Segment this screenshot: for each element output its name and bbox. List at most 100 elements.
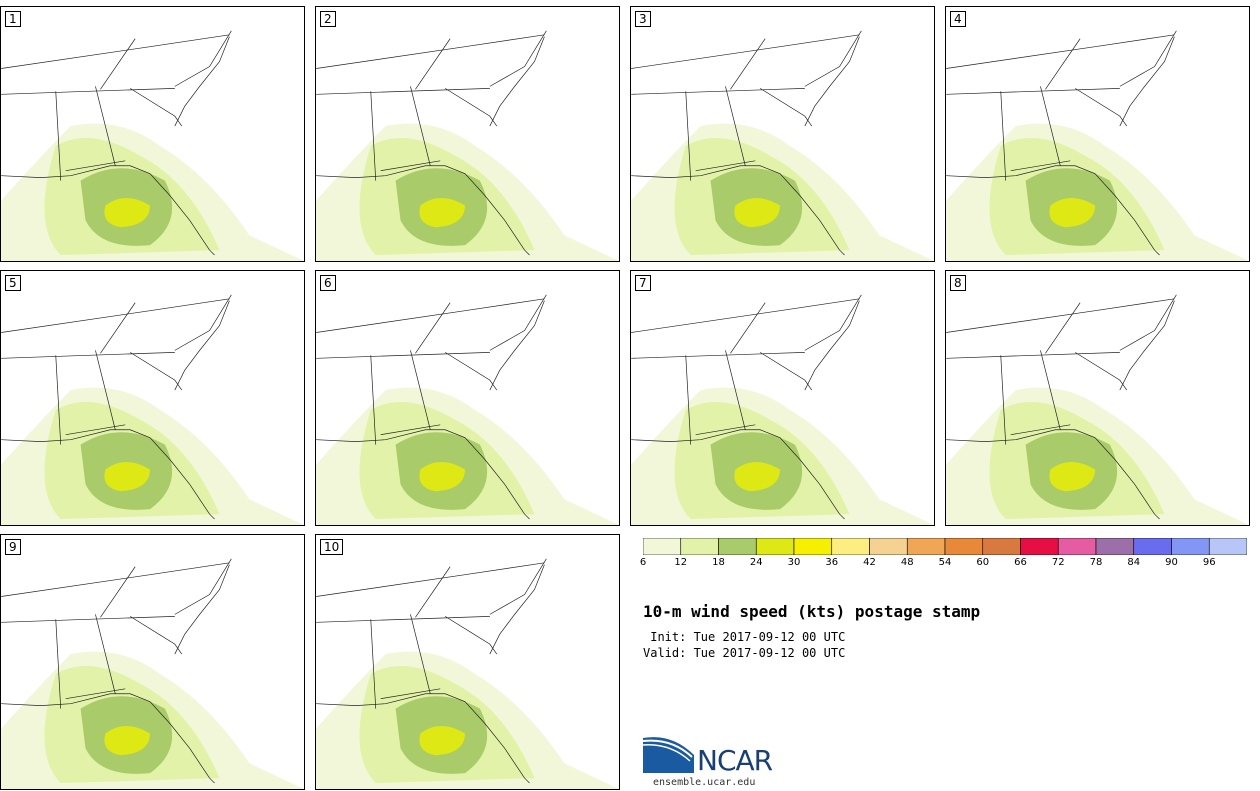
map-border [370, 355, 377, 445]
map-border [316, 429, 530, 520]
map-border [759, 352, 813, 391]
map-border [946, 429, 1160, 520]
panel-label: 2 [320, 11, 336, 27]
map-border [65, 688, 126, 700]
map-panel: 1 [0, 6, 305, 262]
panel-label: 3 [635, 11, 651, 27]
map-border [730, 38, 766, 90]
map-border [174, 300, 230, 391]
map-border [804, 30, 862, 87]
map-border [316, 298, 545, 333]
map-border [1, 429, 215, 520]
colorbar-tick-label: 12 [674, 557, 688, 568]
map-panel: 5 [0, 270, 305, 526]
map-border [174, 294, 232, 351]
map-panel: 2 [315, 6, 620, 262]
map-border [1074, 352, 1128, 391]
map-border [725, 350, 746, 430]
map-border [1010, 424, 1071, 436]
colorbar-segment [718, 538, 757, 555]
wind-contour [419, 461, 466, 492]
map-panel: 4 [945, 6, 1250, 262]
map-border [410, 614, 431, 694]
map-panel: 10 [315, 534, 620, 790]
map-border [55, 91, 62, 181]
map-panel-graphic [316, 30, 619, 261]
map-border [316, 562, 545, 597]
map-border [1045, 302, 1081, 354]
map-border [95, 350, 116, 430]
map-border [316, 616, 490, 623]
map-border [1074, 88, 1128, 127]
map-panel-graphic [1, 294, 304, 525]
map-border [370, 91, 377, 181]
map-border [631, 352, 805, 359]
map-border [444, 616, 498, 655]
colorbar-tick-label: 60 [976, 557, 990, 568]
map-border [1, 34, 230, 69]
map-border [100, 302, 136, 354]
map-panel-graphic [946, 30, 1249, 261]
map-border [95, 614, 116, 694]
colorbar-tick-label: 90 [1165, 557, 1178, 568]
colorbar-tick-label: 72 [1051, 557, 1065, 568]
map-panel-graphic [631, 30, 934, 261]
map-border [804, 36, 860, 127]
map-border [316, 88, 490, 95]
panel-label: 5 [5, 275, 21, 291]
map-border [1045, 38, 1081, 90]
colorbar-tick-label: 78 [1089, 557, 1103, 568]
map-panel: 9 [0, 534, 305, 790]
map-border [1000, 91, 1007, 181]
colorbar-tick-label: 30 [787, 557, 801, 568]
map-border [415, 38, 451, 90]
colorbar-tick-label: 42 [863, 557, 876, 568]
ncar-logo-icon [642, 737, 694, 773]
map-border [946, 88, 1120, 95]
map-border [174, 30, 232, 87]
colorbar-segment [643, 538, 682, 555]
colorbar-segment [982, 538, 1021, 555]
map-border [1010, 160, 1071, 172]
map-border [1, 88, 175, 95]
wind-contour [104, 725, 151, 756]
map-border [444, 352, 498, 391]
map-border [946, 298, 1175, 333]
ncar-logo-text: NCAR [697, 744, 773, 777]
map-border [1000, 355, 1007, 445]
map-border [380, 160, 441, 172]
map-border [1, 693, 215, 784]
map-border [489, 558, 547, 615]
map-border [370, 619, 377, 709]
wind-contour [734, 461, 781, 492]
map-border [759, 88, 813, 127]
map-border [631, 165, 845, 256]
wind-contour [419, 725, 466, 756]
map-border [95, 86, 116, 166]
colorbar-tick-label: 24 [749, 557, 763, 568]
map-border [316, 693, 530, 784]
panel-label: 8 [950, 275, 966, 291]
chart-title: 10-m wind speed (kts) postage stamp [643, 602, 981, 621]
map-panel: 6 [315, 270, 620, 526]
logo-url: ensemble.ucar.edu [653, 777, 756, 788]
map-border [1, 165, 215, 256]
colorbar-tick-label: 84 [1127, 557, 1141, 568]
colorbar-segment [944, 538, 984, 555]
map-border [174, 558, 232, 615]
wind-contour [419, 197, 466, 228]
map-border [444, 88, 498, 127]
map-border [489, 300, 545, 391]
panel-label: 7 [635, 275, 651, 291]
map-border [1040, 86, 1061, 166]
colorbar-segment [1208, 538, 1247, 555]
colorbar-segment [869, 538, 908, 555]
colorbar-tick-label: 6 [639, 557, 647, 568]
map-border [100, 38, 136, 90]
map-border [316, 165, 530, 256]
map-border [129, 352, 183, 391]
colorbar-segment [680, 538, 719, 555]
panel-label: 10 [320, 539, 344, 555]
map-border [1, 298, 230, 333]
map-border [631, 88, 805, 95]
